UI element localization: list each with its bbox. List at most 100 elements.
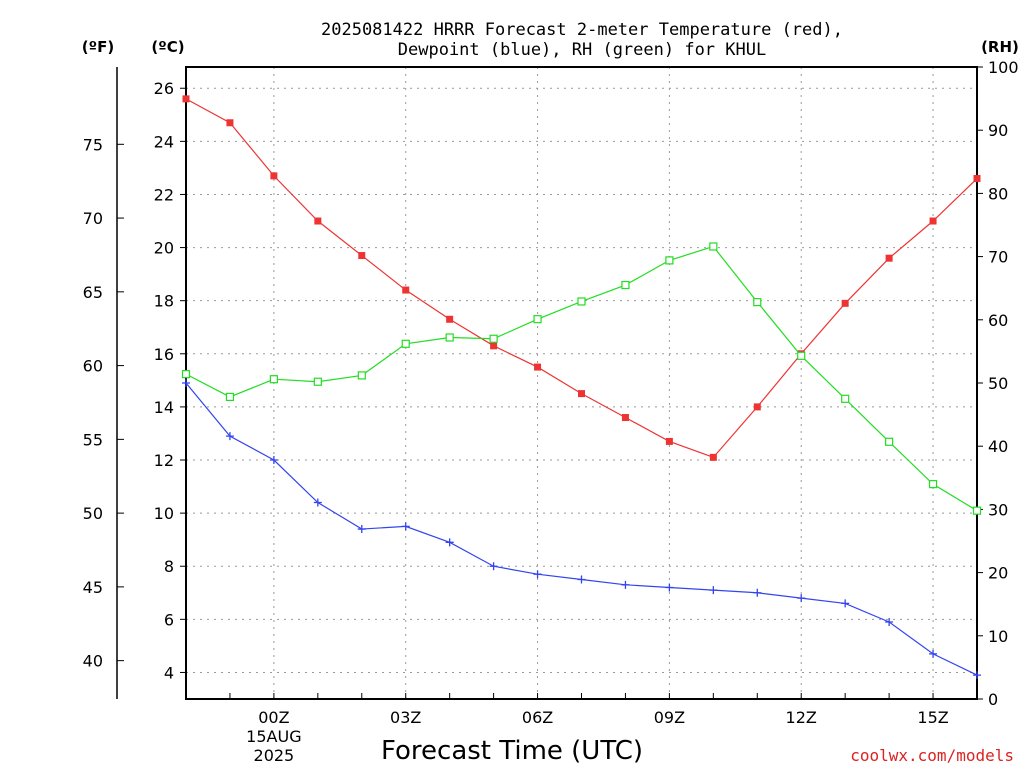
temperature-point	[358, 252, 366, 260]
dewpoint-point	[621, 580, 630, 589]
rh-point	[885, 437, 894, 446]
rh-point	[753, 298, 762, 307]
rh-point	[797, 351, 806, 360]
dewpoint-point	[182, 379, 190, 387]
rh-point	[181, 370, 191, 379]
celsius-tick-label: 4	[164, 663, 174, 682]
chart-title-line2: Dewpoint (blue), RH (green) for KHUL	[398, 40, 766, 60]
series-layer	[181, 95, 982, 680]
celsius-tick-label: 12	[154, 451, 174, 470]
dewpoint-point	[313, 498, 322, 507]
dewpoint-point	[973, 671, 981, 680]
fahrenheit-tick-label: 60	[83, 357, 103, 376]
celsius-axis: 4 6 8 10 12 14 16 18 20 22 24 26	[154, 79, 186, 682]
x-axis-label: Forecast Time (UTC)	[381, 736, 643, 766]
dewpoint-point	[709, 586, 718, 595]
rh-point	[269, 375, 278, 384]
grid-lines	[186, 67, 977, 699]
temperature-point	[226, 119, 234, 127]
rh-tick-label: 40	[988, 437, 1008, 456]
dewpoint-point	[533, 570, 542, 579]
rh-point	[445, 333, 454, 342]
rh-point	[533, 315, 542, 324]
rh-point	[841, 394, 850, 403]
celsius-tick-label: 8	[164, 557, 174, 576]
rh-point	[225, 392, 235, 402]
rh-point	[928, 480, 938, 489]
rh-point	[401, 339, 410, 348]
rh-point	[577, 297, 586, 306]
temperature-point	[534, 363, 542, 371]
rh-tick-label: 30	[988, 500, 1008, 519]
temperature-point	[314, 217, 322, 225]
dewpoint-point	[357, 525, 366, 534]
dewpoint-point	[665, 583, 674, 592]
fahrenheit-tick-label: 75	[83, 135, 103, 154]
rh-point	[357, 371, 366, 380]
chart-title-line1: 2025081422 HRRR Forecast 2-meter Tempera…	[321, 20, 843, 40]
rh-tick-label: 80	[988, 184, 1008, 203]
celsius-tick-label: 14	[154, 398, 174, 417]
celsius-tick-label: 18	[154, 292, 174, 311]
celsius-tick-label: 22	[154, 185, 174, 204]
celsius-axis-label: (ºC)	[151, 38, 184, 56]
rh-point	[709, 242, 718, 251]
x-tick-label: 09Z	[654, 708, 685, 727]
rh-point	[665, 256, 674, 265]
fahrenheit-tick-label: 50	[83, 504, 103, 523]
dewpoint-point	[797, 594, 806, 603]
rh-tick-label: 90	[988, 121, 1008, 140]
dewpoint-point	[841, 599, 850, 608]
temperature-point	[182, 95, 190, 103]
celsius-tick-label: 10	[154, 504, 174, 523]
credit-link[interactable]: coolwx.com/models	[850, 746, 1014, 765]
dewpoint-point	[753, 588, 762, 597]
temperature-line	[185, 98, 978, 459]
x-tick-label: 15Z	[917, 708, 948, 727]
rh-point	[972, 506, 982, 515]
dewpoint-point	[401, 522, 410, 531]
temperature-point	[709, 453, 717, 461]
dewpoint-line	[185, 382, 978, 676]
temperature-point	[753, 403, 761, 411]
dewpoint-point	[929, 649, 938, 658]
rh-series	[181, 242, 982, 515]
dewpoint-point	[577, 575, 586, 584]
rh-axis-label: (RH)	[981, 38, 1019, 56]
x-tick-label: 06Z	[522, 708, 553, 727]
celsius-tick-label: 16	[154, 345, 174, 364]
fahrenheit-tick-label: 55	[83, 430, 103, 449]
temperature-point	[621, 414, 629, 422]
celsius-tick-label: 20	[154, 239, 174, 258]
rh-point	[313, 377, 322, 386]
fahrenheit-axis-label: (ºF)	[82, 38, 114, 56]
rh-tick-label: 70	[988, 248, 1008, 267]
x-tick-date: 15AUG	[246, 727, 301, 746]
temperature-point	[929, 217, 937, 225]
x-tick-year: 2025	[254, 746, 295, 765]
temperature-point	[578, 390, 585, 398]
dewpoint-point	[885, 617, 894, 626]
fahrenheit-tick-label: 70	[83, 209, 103, 228]
temperature-point	[270, 172, 278, 180]
temperature-point	[490, 342, 498, 350]
fahrenheit-axis: 40 45 50 55 60 65 70 75	[83, 135, 124, 671]
temperature-point	[402, 286, 410, 294]
x-tick-label: 00Z	[258, 708, 289, 727]
celsius-tick-label: 26	[154, 79, 174, 98]
rh-tick-label: 100	[988, 58, 1019, 77]
dewpoint-point	[445, 538, 454, 547]
temperature-series	[182, 95, 981, 461]
temperature-point	[973, 175, 981, 183]
fahrenheit-tick-label: 65	[83, 283, 103, 302]
temperature-point	[665, 437, 673, 445]
rh-axis: 0 10 20 30 40 50 60 70 80 90 100	[977, 58, 1019, 709]
x-tick-label: 12Z	[786, 708, 817, 727]
x-tick-label: 03Z	[390, 708, 421, 727]
temperature-point	[841, 299, 849, 307]
temperature-point	[885, 254, 893, 262]
temperature-point	[446, 315, 454, 323]
dewpoint-point	[225, 432, 234, 441]
